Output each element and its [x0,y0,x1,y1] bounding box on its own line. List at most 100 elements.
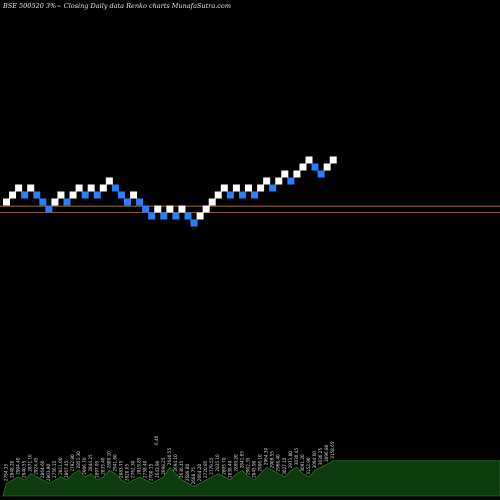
renko-brick [99,184,107,192]
renko-brick [305,156,313,164]
volume-label: 2689.80 [185,464,190,482]
volume-label: 2895.70 [221,457,226,475]
renko-brick [287,177,295,185]
volume-label: 3094.60 [312,451,317,469]
renko-brick [21,191,29,199]
volume-label: 3027.15 [282,457,287,475]
volume-label: 3030.45 [294,448,299,466]
volume-label: 2940.55 [22,460,27,478]
renko-brick [117,191,125,199]
volume-label: 2694.10 [173,454,178,472]
volume-label: 2902.35 [246,457,251,475]
volume-label: 2867.45 [64,460,69,478]
volume-label: 2720.95 [203,460,208,478]
renko-brick [15,184,23,192]
renko-brick [311,163,319,171]
renko-brick [275,177,283,185]
volume-label: 2762.30 [131,460,136,478]
volume-label: 2964.30 [264,448,269,466]
volume-label: 2838.40 [227,460,232,478]
renko-brick [105,177,113,185]
volume-label: 2779.55 [209,457,214,475]
renko-brick [63,198,71,206]
volume-peak-label: 6.46 [154,435,159,445]
reference-lines [0,205,500,213]
renko-brick [33,191,41,199]
renko-brick [178,205,186,213]
volume-label: 2758.40 [143,460,148,478]
volume-label: 2906.10 [258,454,263,472]
renko-brick [130,191,138,199]
volume-label: 2968.40 [276,454,281,472]
renko-brick [281,170,289,178]
volume-label: 2899.20 [233,454,238,472]
volume-label: 2941.60 [112,454,117,472]
renko-brick [154,205,162,213]
renko-brick [87,184,95,192]
renko-brick [190,219,198,227]
volume-label: 2820.05 [125,464,130,482]
volume-label: 2897.95 [94,460,99,478]
volume-label: 2819.85 [137,457,142,475]
renko-brick [27,184,35,192]
renko-brick [196,212,204,220]
renko-brick [51,198,59,206]
volume-label: 3036.25 [318,448,323,466]
volume-labels: 2784.35 2848.20 2904.40 2940.55 2871.10 2924.… [4,435,336,484]
renko-brick [142,205,150,213]
volume-label: 2924.45 [34,457,39,475]
renko-brick [202,205,210,213]
volume-label: 2889.10 [106,451,111,469]
renko-brick [93,191,101,199]
volume-label: 2909.55 [270,451,275,469]
renko-brick [323,163,331,171]
volume-label: 3158.65 [330,441,335,459]
renko-brick [317,170,325,178]
renko-brick [299,163,307,171]
chart-title: BSE 500520 3%~ Closing Daily data Renko … [3,2,231,10]
renko-brick [81,191,89,199]
renko-bricks [3,156,337,227]
renko-brick [148,212,156,220]
renko-brick [136,198,144,206]
volume-label: 2835.40 [100,457,105,475]
renko-brick [69,191,77,199]
renko-brick [184,212,192,220]
volume-label: 2835.10 [215,454,220,472]
volume-label: 2904.40 [16,457,21,475]
renko-brick [124,198,131,206]
renko-brick [329,156,337,164]
renko-brick [214,191,222,199]
volume-label: 2851.30 [76,451,81,469]
volume-label: 2844.25 [88,454,93,472]
renko-brick [257,184,265,192]
renko-brick [238,191,246,199]
volume-label: 2845.90 [252,460,257,478]
renko-brick [75,184,83,192]
volume-label: 2971.80 [288,451,293,469]
volume-label: 2864.60 [40,460,45,478]
volume-area [2,460,500,497]
volume-label: 2784.35 [4,464,9,482]
renko-brick [245,184,252,192]
volume-label: 2811.00 [58,457,63,475]
renko-brick [232,184,240,192]
volume-label: 3096.80 [324,444,329,462]
renko-brick [208,198,216,206]
volume-label: 2636.45 [179,460,184,478]
volume-label: 2792.80 [70,454,75,472]
volume-label: 2756.15 [52,460,57,478]
volume-label: 2883.75 [118,460,123,478]
renko-brick [220,184,228,192]
volume-label: 3152.90 [306,457,311,475]
renko-brick [45,205,53,213]
renko-brick [111,184,119,192]
renko-brick [160,212,168,220]
renko-brick [39,198,47,206]
volume-label: 2608.75 [191,467,196,485]
renko-brick [172,212,180,220]
renko-brick [166,205,174,213]
volume-panel [2,460,500,497]
renko-brick [251,191,259,199]
